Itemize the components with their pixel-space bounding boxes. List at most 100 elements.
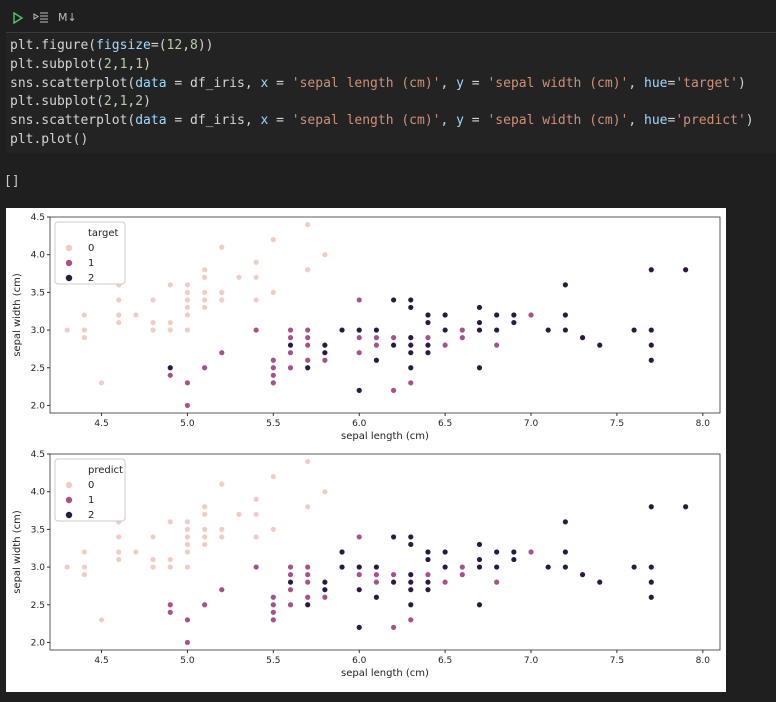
- scatter-point-class-0: [218, 289, 225, 296]
- scatter-point-class-1: [373, 334, 380, 341]
- scatter-point-class-0: [304, 503, 311, 510]
- scatter-point-class-2: [476, 304, 483, 311]
- scatter-point-class-0: [167, 518, 174, 526]
- code-token: plt.figure(: [10, 38, 97, 53]
- scatter-point-class-2: [338, 548, 346, 556]
- legend-entry-label: 0: [88, 480, 94, 491]
- scatter-point-class-1: [270, 364, 277, 371]
- plot-area: [49, 216, 721, 414]
- run-cell-icon[interactable]: [12, 10, 24, 26]
- y-axis-label: sepal width (cm): [12, 273, 23, 357]
- scatter-point-class-2: [562, 548, 569, 556]
- scatter-point-class-2: [648, 503, 655, 510]
- scatter-point-class-2: [476, 541, 483, 548]
- code-text[interactable]: plt.figure(figsize=(12,8)) plt.subplot(2,…: [6, 33, 776, 150]
- scatter-point-class-2: [321, 586, 329, 593]
- code-token: ,: [440, 113, 457, 129]
- y-tick-label: 2.5: [31, 364, 45, 374]
- code-token: plt.subplot(: [10, 56, 104, 72]
- scatter-point-class-2: [424, 556, 432, 563]
- x-tick-label: 7.5: [610, 656, 624, 666]
- scatter-point-class-1: [441, 341, 449, 349]
- scatter-point-class-0: [115, 319, 122, 326]
- code-token: x: [260, 113, 269, 129]
- scatter-point-class-2: [441, 563, 449, 571]
- code-token: 'predict': [675, 113, 746, 129]
- code-token: ,: [182, 38, 191, 53]
- legend-title: predict: [88, 465, 123, 476]
- scatter-point-class-2: [167, 364, 174, 371]
- code-editor[interactable]: plt.figure(figsize=(12,8)) plt.subplot(2,…: [6, 33, 776, 153]
- scatter-point-class-1: [356, 334, 363, 341]
- scatter-point-class-2: [356, 563, 363, 571]
- scatter-point-class-1: [287, 349, 294, 356]
- code-line: plt.subplot(2,1,2): [10, 93, 776, 112]
- y-axis-label: sepal width (cm): [12, 510, 23, 594]
- scatter-point-class-0: [235, 274, 243, 281]
- scatter-point-class-2: [493, 548, 500, 556]
- code-token: y: [456, 75, 464, 91]
- code-token: ,: [127, 94, 136, 110]
- scatter-point-class-1: [373, 341, 380, 349]
- code-token: 1: [119, 56, 128, 72]
- scatter-point-class-2: [441, 326, 449, 334]
- run-by-line-icon[interactable]: [33, 10, 49, 26]
- plot-area: [49, 453, 721, 651]
- scatter-point-class-1: [201, 601, 208, 608]
- scatter-point-class-1: [459, 571, 466, 578]
- scatter-point-class-2: [356, 624, 363, 631]
- legend-entry-label: 0: [88, 243, 94, 254]
- scatter-point-class-0: [149, 533, 157, 541]
- scatter-point-class-2: [373, 357, 380, 364]
- scatter-point-class-1: [356, 349, 363, 356]
- scatter-point-class-0: [115, 533, 122, 541]
- code-token: 2: [135, 94, 144, 110]
- scatter-point-class-0: [184, 526, 191, 533]
- subplot-1: 4.5 5.0 5.5 6.0 6.5 7.0 7.5 8.0 2.0 2.5 3.0 3.5 4.0 4…: [12, 213, 721, 442]
- scatter-point-class-0: [149, 296, 157, 304]
- scatter-point-class-2: [476, 319, 483, 326]
- scatter-point-class-0: [98, 379, 105, 387]
- legend-marker-1: [65, 259, 73, 267]
- scatter-point-class-2: [682, 266, 689, 273]
- scatter-point-class-2: [579, 334, 586, 341]
- markdown-toggle-button[interactable]: M↓: [58, 11, 77, 24]
- code-token: 'sepal length (cm)': [291, 113, 441, 129]
- scatter-point-class-2: [476, 563, 483, 571]
- x-tick-label: 5.5: [266, 656, 280, 666]
- scatter-point-class-0: [270, 289, 277, 296]
- scatter-point-class-0: [149, 326, 157, 334]
- scatter-point-class-2: [407, 533, 414, 541]
- legend-entry-label: 1: [88, 258, 94, 269]
- code-token: ,: [127, 56, 136, 72]
- scatter-point-class-2: [390, 578, 397, 586]
- x-tick-label: 6.0: [352, 419, 367, 429]
- scatter-point-class-0: [201, 541, 208, 548]
- scatter-point-class-0: [184, 541, 191, 548]
- scatter-point-class-1: [270, 357, 277, 364]
- scatter-point-class-2: [545, 326, 552, 334]
- scatter-point-class-2: [424, 341, 432, 349]
- scatter-point-class-1: [356, 296, 363, 304]
- code-token: sns.scatterplot(: [10, 75, 136, 91]
- code-token: ): [745, 113, 754, 129]
- y-tick-label: 4.0: [31, 251, 46, 261]
- scatter-point-class-0: [184, 518, 191, 526]
- scatter-point-class-1: [184, 379, 191, 387]
- scatter-point-class-0: [167, 563, 174, 571]
- code-line: plt.plot(): [10, 131, 776, 150]
- scatter-point-class-2: [648, 266, 655, 273]
- code-token: 2: [103, 94, 112, 110]
- scatter-point-class-2: [373, 563, 380, 571]
- x-tick-label: 5.0: [180, 656, 195, 666]
- scatter-point-class-1: [304, 334, 311, 341]
- scatter-point-class-1: [424, 571, 432, 578]
- scatter-point-class-2: [648, 594, 655, 601]
- scatter-point-class-0: [252, 533, 260, 541]
- scatter-point-class-0: [132, 548, 140, 556]
- y-tick-label: 3.0: [31, 563, 46, 573]
- cell-output-text: []: [4, 174, 20, 189]
- code-token: )): [197, 38, 214, 53]
- legend-box: [54, 221, 126, 285]
- scatter-point-class-0: [235, 511, 243, 518]
